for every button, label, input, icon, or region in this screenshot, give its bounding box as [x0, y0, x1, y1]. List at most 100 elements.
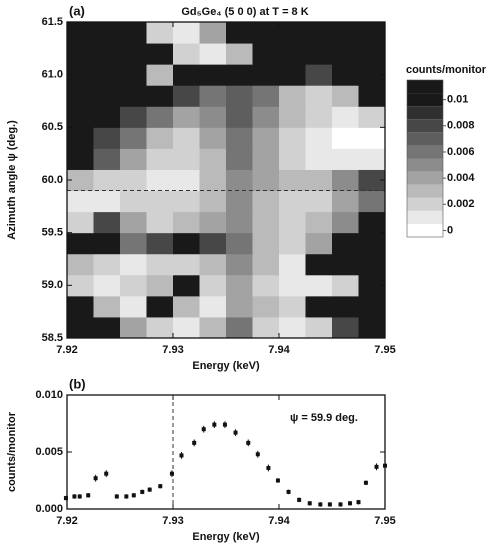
- contour-cell: [332, 43, 359, 65]
- y-tick-label: 0.010: [35, 389, 63, 401]
- contour-cell: [93, 169, 121, 192]
- contour-cell: [67, 190, 94, 213]
- contour-cell: [120, 169, 147, 192]
- contour-cell: [279, 169, 306, 192]
- contour-cell: [279, 64, 306, 86]
- x-axis-label: Energy (keV): [192, 531, 260, 543]
- data-point: [348, 501, 353, 506]
- contour-cell: [199, 274, 227, 297]
- contour-cell: [252, 253, 280, 276]
- contour-cell: [305, 64, 333, 86]
- contour-cell: [146, 85, 174, 107]
- contour-cell: [173, 295, 200, 318]
- panel-label: (a): [69, 3, 85, 18]
- data-point: [374, 464, 379, 469]
- data-point: [77, 494, 82, 499]
- contour-cell: [173, 127, 200, 149]
- contour-cell: [358, 190, 386, 213]
- data-point: [192, 440, 197, 445]
- data-point: [363, 480, 368, 485]
- contour-cell: [305, 43, 333, 65]
- contour-cell: [67, 169, 94, 192]
- contour-cell: [358, 22, 386, 44]
- data-point: [158, 484, 163, 489]
- contour-cell: [93, 274, 121, 297]
- contour-cell: [279, 253, 306, 276]
- colorbar-tick-label: 0.004: [447, 172, 475, 184]
- data-point: [212, 422, 217, 427]
- colorbar-band: [407, 93, 443, 107]
- contour-cell: [332, 190, 359, 213]
- data-point: [131, 493, 136, 498]
- contour-cell: [252, 22, 280, 44]
- contour-cell: [226, 43, 253, 65]
- contour-cell: [226, 190, 253, 213]
- x-axis-label: Energy (keV): [192, 360, 260, 372]
- data-point: [201, 427, 206, 432]
- contour-cell: [199, 85, 227, 107]
- colorbar-band: [407, 184, 443, 198]
- contour-cell: [252, 148, 280, 170]
- contour-cell: [120, 211, 147, 234]
- contour-cell: [93, 85, 121, 107]
- contour-cell: [226, 64, 253, 86]
- contour-cell: [226, 253, 253, 276]
- contour-cell: [305, 295, 333, 318]
- data-point: [147, 487, 152, 492]
- contour-cell: [67, 253, 94, 276]
- x-tick-label: 7.94: [268, 344, 290, 356]
- contour-cell: [332, 64, 359, 86]
- contour-cell: [332, 274, 359, 297]
- contour-cell: [93, 64, 121, 86]
- contour-cell: [173, 316, 200, 339]
- y-tick-label: 61.5: [42, 16, 63, 28]
- contour-cell: [146, 127, 174, 149]
- contour-cell: [279, 232, 306, 255]
- contour-cell: [252, 232, 280, 255]
- contour-cell: [358, 148, 386, 170]
- data-point: [246, 440, 251, 445]
- contour-cell: [279, 106, 306, 128]
- contour-cell: [67, 43, 94, 65]
- contour-cell: [305, 232, 333, 255]
- y-tick-label: 0.000: [35, 503, 63, 515]
- contour-cell: [93, 253, 121, 276]
- contour-cell: [173, 253, 200, 276]
- contour-cell: [305, 316, 333, 339]
- contour-cell: [120, 22, 147, 44]
- contour-cell: [173, 106, 200, 128]
- contour-cell: [199, 43, 227, 65]
- colorbar-band: [407, 223, 443, 237]
- y-axis-label: counts/monitor: [6, 411, 18, 492]
- y-tick-label: 61.0: [42, 69, 63, 81]
- contour-cell: [332, 106, 359, 128]
- contour-cell: [93, 190, 121, 213]
- contour-cell: [120, 232, 147, 255]
- contour-cell: [146, 316, 174, 339]
- colorbar-band: [407, 210, 443, 224]
- contour-cell: [252, 64, 280, 86]
- x-tick-label: 7.92: [56, 515, 77, 527]
- contour-cell: [305, 106, 333, 128]
- colorbar-tick-label: 0.01: [447, 94, 468, 106]
- data-point: [140, 489, 145, 494]
- contour-cell: [332, 127, 359, 149]
- contour-cell: [67, 148, 94, 170]
- contour-cell: [279, 295, 306, 318]
- data-point: [266, 465, 271, 470]
- contour-cell: [226, 127, 253, 149]
- contour-cell: [146, 190, 174, 213]
- data-point: [63, 496, 68, 501]
- contour-cell: [358, 295, 386, 318]
- contour-cell: [93, 211, 121, 234]
- contour-cell: [146, 106, 174, 128]
- contour-cell: [226, 85, 253, 107]
- contour-cell: [279, 22, 306, 44]
- contour-cell: [358, 232, 386, 255]
- colorbar-tick-label: 0.008: [447, 120, 475, 132]
- contour-cell: [226, 148, 253, 170]
- contour-cell: [67, 85, 94, 107]
- contour-cell: [279, 190, 306, 213]
- contour-cell: [146, 253, 174, 276]
- contour-cell: [305, 85, 333, 107]
